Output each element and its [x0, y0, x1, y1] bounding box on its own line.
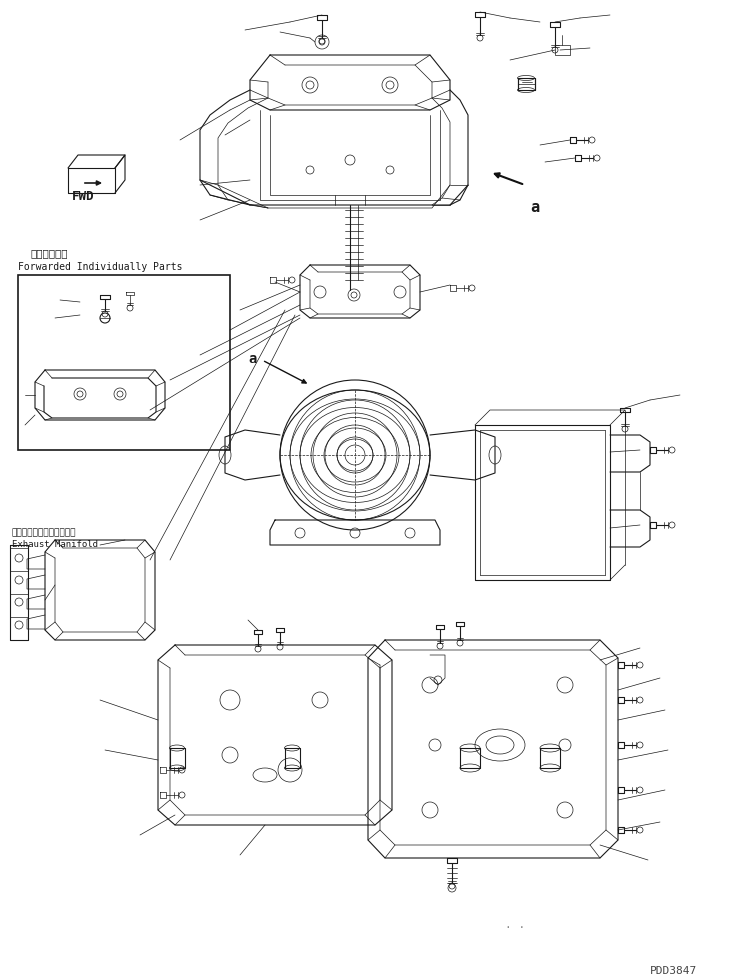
Text: 単品発送部品: 単品発送部品 — [30, 248, 67, 258]
Text: Forwarded Individually Parts: Forwarded Individually Parts — [18, 262, 183, 272]
Text: a: a — [530, 200, 539, 215]
Text: PDD3847: PDD3847 — [650, 966, 698, 976]
Text: Exhaust Manifold: Exhaust Manifold — [12, 540, 98, 549]
Text: エキゾーストマニホールド: エキゾーストマニホールド — [12, 528, 77, 537]
Bar — [18, 275, 230, 450]
Text: FWD: FWD — [72, 190, 95, 203]
Text: a: a — [248, 352, 257, 366]
Text: . .: . . — [505, 920, 525, 930]
